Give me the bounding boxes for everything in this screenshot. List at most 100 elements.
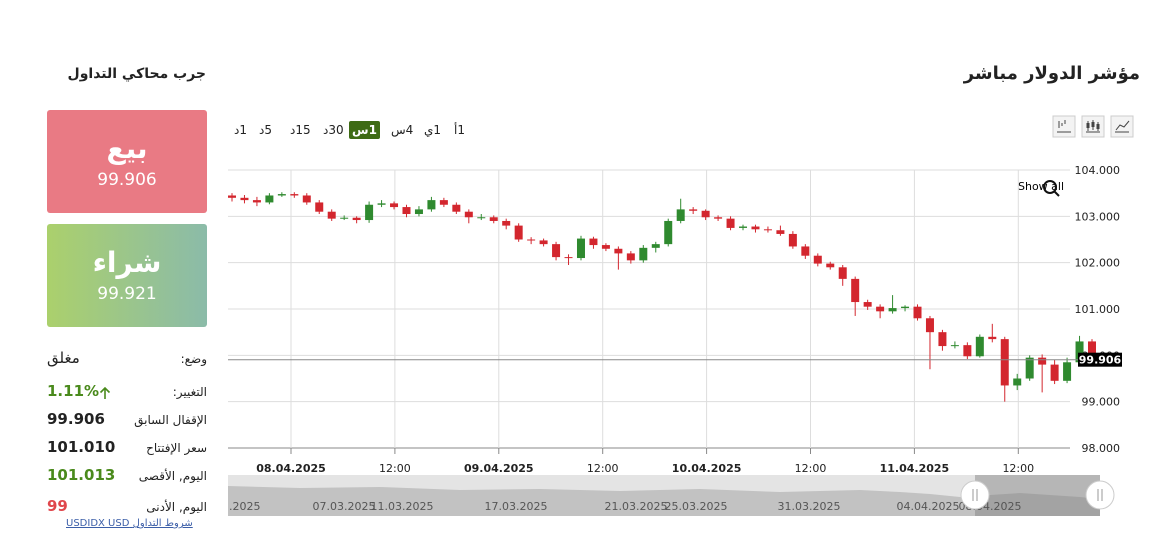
last-price-label: 99.906 xyxy=(1079,354,1122,367)
timeframe-button[interactable]: 4س xyxy=(391,123,414,137)
candle-body xyxy=(763,229,772,231)
candle-body xyxy=(1038,357,1047,365)
candle-body xyxy=(813,255,822,264)
candle-body xyxy=(950,345,959,347)
show-all-label[interactable]: Show all xyxy=(1018,180,1064,193)
line-chart-icon[interactable] xyxy=(1052,115,1076,138)
navigator-handle[interactable] xyxy=(1085,480,1115,510)
timeframe-button[interactable]: 1س xyxy=(349,121,380,139)
candle-body xyxy=(552,244,561,258)
navigator-label: 31.03.2025 xyxy=(778,500,841,513)
stat-value: 101.010 xyxy=(47,438,116,456)
candle-body xyxy=(1063,362,1072,381)
navigator-label: 21.03.2025 xyxy=(605,500,668,513)
buy-label: شراء xyxy=(92,246,162,279)
y-tick-label: 104.000 xyxy=(1075,164,1121,177)
stat-value: 101.013 xyxy=(47,466,116,484)
candle-body xyxy=(315,202,324,212)
timeframe-button[interactable]: 15د xyxy=(290,123,311,137)
candle-body xyxy=(838,267,847,279)
candle-body xyxy=(901,306,910,309)
handle-circle xyxy=(960,480,990,510)
area-chart-icon[interactable] xyxy=(1110,115,1134,138)
navigator-label: 11.03.2025 xyxy=(371,500,434,513)
stat-row: اليوم, الأقصى 101.013 xyxy=(47,466,207,488)
chart-type-icons xyxy=(1052,115,1134,138)
timeframe-button[interactable]: 1أ xyxy=(454,123,465,137)
y-tick-label: 98.000 xyxy=(1082,442,1121,455)
timeframe-button[interactable]: 1ي xyxy=(424,123,442,137)
navigator-selection[interactable] xyxy=(975,475,1100,516)
candle-body xyxy=(539,240,548,245)
navigator-series xyxy=(228,486,1100,516)
candle-body xyxy=(527,239,536,241)
candle-body xyxy=(1088,341,1096,360)
candle-body xyxy=(327,211,336,219)
buy-button[interactable]: شراء 99.921 xyxy=(47,224,207,327)
candle-body xyxy=(876,306,885,312)
candle-body xyxy=(576,238,585,259)
navigator-label: 04.04.2025 xyxy=(897,500,960,513)
stat-label: اليوم, الأدنى xyxy=(146,500,207,514)
candle-body xyxy=(365,204,374,221)
candle-body xyxy=(601,245,610,249)
candle-body xyxy=(739,226,748,228)
x-tick-label: 12:00 xyxy=(795,462,827,475)
stat-row: الإقفال السابق 99.906 xyxy=(47,410,207,432)
candle-body xyxy=(414,209,423,215)
navigator-handle[interactable] xyxy=(960,480,990,510)
candle-body xyxy=(452,204,461,212)
candle-body xyxy=(427,200,436,210)
link-terms[interactable]: شروط التداول xyxy=(132,518,193,529)
candle-body xyxy=(1013,378,1022,386)
candle-body xyxy=(402,207,411,215)
stat-value: 99.906 xyxy=(47,410,105,428)
candle-body xyxy=(701,210,710,218)
timeframe-button[interactable]: 1د xyxy=(234,123,247,137)
navigator-label: 17.03.2025 xyxy=(485,500,548,513)
page-title: مؤشر الدولار مباشر xyxy=(963,63,1140,84)
link-symbol[interactable]: USDIDX USD xyxy=(66,518,130,529)
candle-body xyxy=(564,257,573,259)
candle-body xyxy=(988,336,997,340)
show-all-button[interactable]: Show all xyxy=(1018,180,1064,197)
candle-body xyxy=(975,336,984,357)
candle-body xyxy=(851,278,860,303)
candle-body xyxy=(863,302,872,307)
candle-body xyxy=(714,217,723,219)
stat-label: وضع: xyxy=(180,352,207,366)
x-tick-label: 12:00 xyxy=(1002,462,1034,475)
timeframe-button[interactable]: 30د xyxy=(323,123,344,137)
stat-row: سعر الإفتتاح 101.010 xyxy=(47,438,207,460)
candle-body xyxy=(352,217,361,221)
candle-body xyxy=(1050,364,1059,381)
stat-label: اليوم, الأقصى xyxy=(138,469,207,483)
candle-body xyxy=(252,200,261,203)
last-price-box xyxy=(1078,352,1122,367)
candle-body xyxy=(938,332,947,347)
x-tick-label: 09.04.2025 xyxy=(464,462,534,475)
sell-button[interactable]: بيع 99.906 xyxy=(47,110,207,213)
candle-body xyxy=(477,217,486,219)
candle-body xyxy=(801,246,810,256)
candle-body xyxy=(776,230,785,234)
candle-body xyxy=(265,195,274,203)
candle-body xyxy=(439,200,448,205)
candle-chart-icon[interactable] xyxy=(1081,115,1105,138)
x-tick-label: 12:00 xyxy=(379,462,411,475)
up-arrow xyxy=(99,386,111,399)
terms-link[interactable]: شروط التداول USDIDX USD xyxy=(66,518,193,529)
timeframe-button[interactable]: 5د xyxy=(259,123,272,137)
stat-label: سعر الإفتتاح xyxy=(146,441,207,455)
navigator-label: 25.03.2025 xyxy=(665,500,728,513)
stat-value: 99 xyxy=(47,497,68,515)
handle-circle xyxy=(1085,480,1115,510)
candle-body xyxy=(788,233,797,247)
candle-body xyxy=(228,195,236,198)
candle-body xyxy=(888,308,897,312)
y-tick-label: 103.000 xyxy=(1075,210,1121,223)
stat-row: التغيير: 1.11% xyxy=(47,382,207,404)
simulator-title: جرب محاكي التداول xyxy=(67,66,206,82)
candle-body xyxy=(514,225,523,240)
